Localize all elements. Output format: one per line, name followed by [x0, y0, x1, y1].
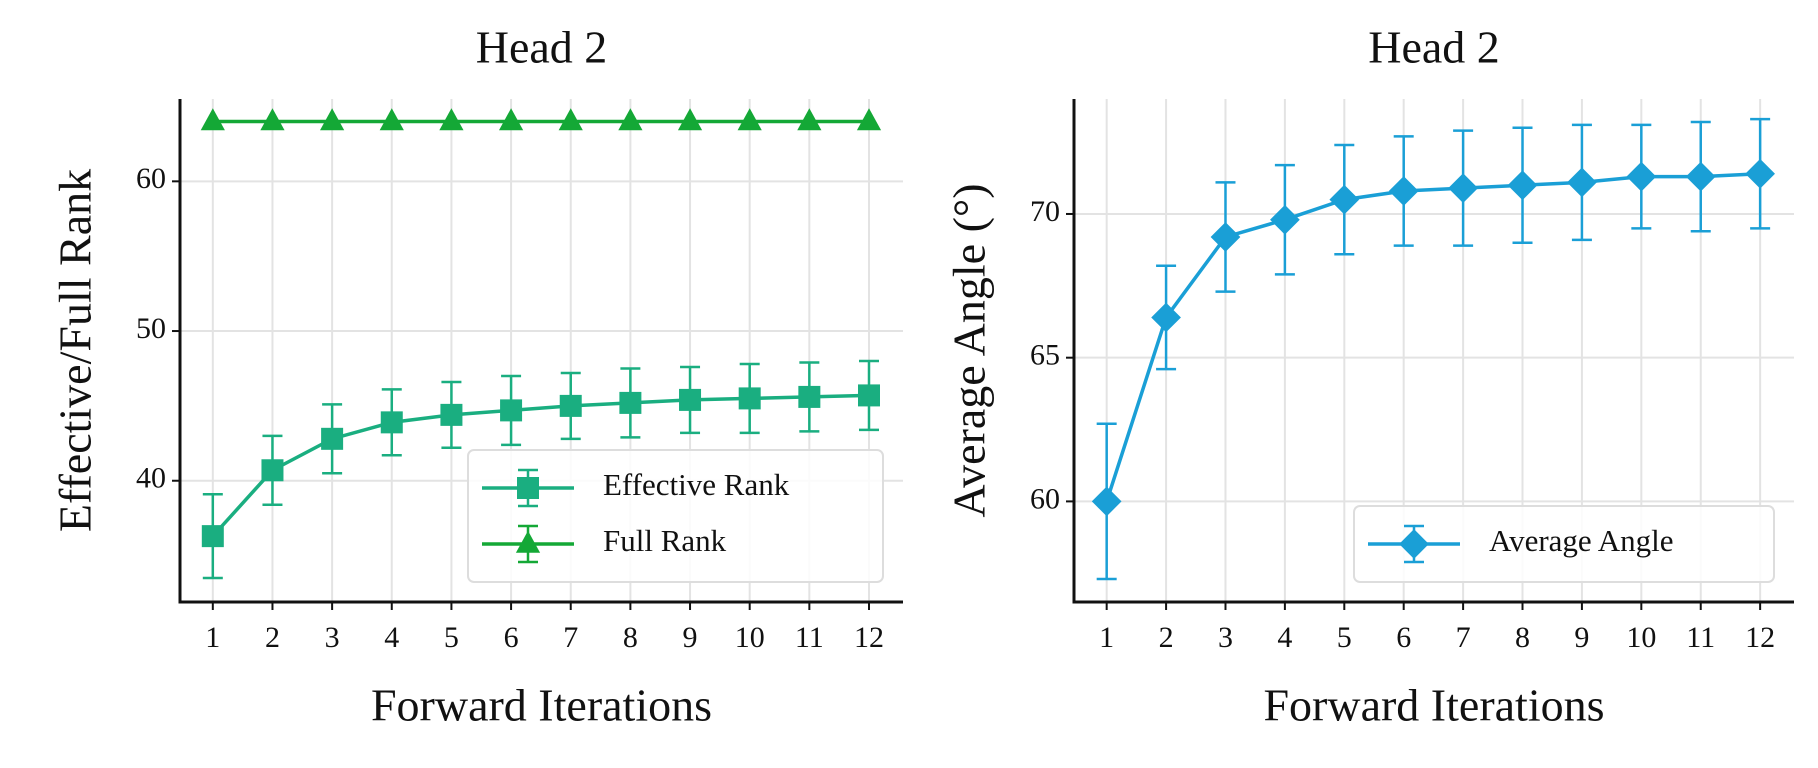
marker [1091, 486, 1122, 517]
y-tick-label: 60 [136, 162, 166, 195]
marker [738, 387, 761, 410]
marker [1626, 161, 1657, 192]
y-axis-label: Average Angle (°) [944, 183, 995, 517]
x-tick-label: 9 [1574, 621, 1589, 654]
marker [618, 108, 643, 131]
y-tick-label: 50 [136, 312, 166, 345]
marker [200, 108, 225, 131]
x-tick-label: 7 [563, 621, 578, 654]
marker [798, 385, 821, 408]
x-axis-label: Forward Iterations [371, 680, 712, 731]
marker [1448, 173, 1478, 203]
marker [856, 108, 882, 131]
marker [1210, 222, 1241, 252]
marker [1270, 204, 1300, 235]
x-tick-label: 4 [384, 621, 399, 654]
legend-box [467, 449, 884, 583]
marker [260, 108, 285, 131]
x-tick-label: 3 [325, 621, 340, 654]
x-tick-label: 12 [1745, 621, 1775, 654]
marker [439, 108, 464, 131]
x-tick-label: 5 [1337, 621, 1352, 654]
marker [737, 108, 762, 131]
legend-box [1353, 505, 1775, 583]
x-tick-label: 11 [795, 621, 824, 654]
marker [1388, 176, 1419, 206]
x-tick-label: 7 [1456, 621, 1471, 654]
marker [679, 388, 702, 411]
x-tick-label: 2 [265, 621, 280, 654]
series-line [1105, 171, 1761, 502]
marker [559, 394, 582, 417]
chart-title: Head 2 [476, 22, 608, 73]
legend-label: Full Rank [603, 523, 727, 558]
y-tick-label: 70 [1030, 195, 1060, 228]
legend-label: Average Angle [1489, 523, 1674, 558]
x-tick-label: 6 [504, 621, 519, 654]
x-tick-label: 6 [1396, 621, 1411, 654]
x-tick-label: 10 [735, 621, 765, 654]
marker [320, 108, 345, 131]
x-tick-label: 1 [1099, 621, 1114, 654]
x-axis-label: Forward Iterations [1263, 680, 1604, 731]
marker [498, 108, 524, 131]
marker [1685, 161, 1716, 192]
marker [619, 391, 642, 414]
marker [1399, 529, 1429, 559]
x-tick-label: 9 [683, 621, 698, 654]
marker [201, 525, 224, 548]
marker [515, 530, 541, 553]
x-tick-label: 8 [623, 621, 638, 654]
x-tick-label: 12 [854, 621, 884, 654]
marker [1567, 167, 1597, 198]
y-axis-label: Effective/Full Rank [50, 169, 101, 532]
marker [379, 108, 404, 131]
marker [380, 411, 403, 434]
x-tick-label: 8 [1515, 621, 1530, 654]
marker [1151, 302, 1181, 333]
marker [857, 384, 880, 407]
legend-label: Effective Rank [603, 467, 790, 502]
marker [558, 108, 583, 131]
marker [517, 477, 539, 499]
x-tick-label: 11 [1686, 621, 1715, 654]
marker [797, 108, 822, 131]
y-tick-label: 60 [1030, 482, 1060, 515]
y-tick-label: 40 [136, 462, 166, 495]
marker [677, 108, 703, 131]
marker [440, 403, 463, 426]
x-tick-label: 4 [1277, 621, 1292, 654]
marker [1507, 170, 1538, 201]
marker [321, 427, 344, 450]
marker [1329, 184, 1360, 215]
marker [500, 399, 523, 422]
y-tick-label: 65 [1030, 339, 1060, 372]
marker [261, 459, 284, 482]
x-tick-label: 3 [1218, 621, 1233, 654]
x-tick-label: 1 [205, 621, 220, 654]
x-tick-label: 10 [1626, 621, 1656, 654]
marker [1745, 158, 1775, 189]
x-tick-label: 5 [444, 621, 459, 654]
chart-title: Head 2 [1368, 22, 1500, 73]
x-tick-label: 2 [1159, 621, 1174, 654]
